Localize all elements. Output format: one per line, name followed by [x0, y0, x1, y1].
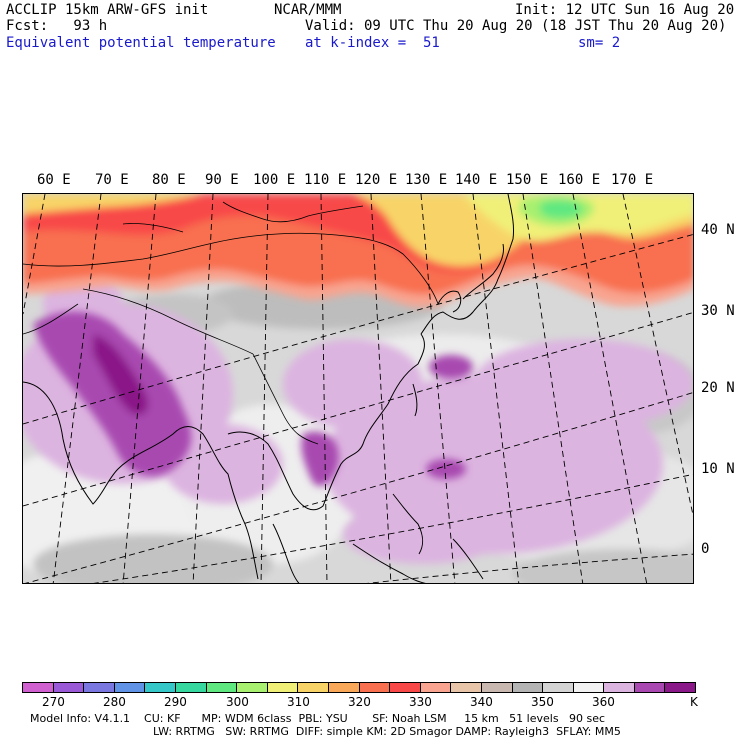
colorbar-label-270: 270 [42, 695, 65, 709]
theta-e-map [22, 193, 694, 584]
smoothing: sm= 2 [578, 35, 621, 51]
colorbar-swatch [451, 683, 482, 692]
colorbar-label-330: 330 [409, 695, 432, 709]
lon-label-140e: 140 E [455, 172, 498, 188]
colorbar-swatch [328, 683, 360, 692]
colorbar-label-310: 310 [287, 695, 310, 709]
colorbar-swatch [145, 683, 176, 692]
level-index: at k-index = 51 [305, 35, 440, 51]
lon-label-100e: 100 E [253, 172, 296, 188]
colorbar-swatch [390, 683, 421, 692]
colorbar-swatch [420, 683, 452, 692]
colorbar-unit: K [690, 695, 698, 709]
colorbar-label-350: 350 [531, 695, 554, 709]
lat-label-30n: 30 N [701, 303, 735, 319]
lon-label-60e: 60 E [37, 172, 71, 188]
model-info-line2: LW: RRTMG SW: RRTMG DIFF: simple KM: 2D … [153, 725, 621, 738]
borders [23, 201, 439, 445]
lat-label-40n: 40 N [701, 222, 735, 238]
colorbar-label-280: 280 [103, 695, 126, 709]
valid-time: Valid: 09 UTC Thu 20 Aug 20 (18 JST Thu … [305, 18, 727, 34]
lon-label-130e: 130 E [405, 172, 448, 188]
forecast-hour: Fcst: 93 h [6, 18, 108, 34]
colorbar-label-290: 290 [164, 695, 187, 709]
lon-label-120e: 120 E [355, 172, 398, 188]
model-info-line1: Model Info: V4.1.1 CU: KF MP: WDM 6class… [30, 712, 606, 725]
lon-label-170e: 170 E [611, 172, 654, 188]
colorbar-label-340: 340 [470, 695, 493, 709]
lon-label-70e: 70 E [95, 172, 129, 188]
colorbar-swatch [84, 683, 115, 692]
colorbar-swatch [634, 683, 666, 692]
colorbar-swatch [359, 683, 391, 692]
colorbar-swatch [665, 683, 696, 692]
colorbar-swatch [604, 683, 635, 692]
colorbar-swatch [298, 683, 329, 692]
lat-label-0: 0 [701, 541, 710, 557]
lat-label-20n: 20 N [701, 380, 735, 396]
lon-label-110e: 110 E [304, 172, 347, 188]
colorbar-swatch [23, 683, 54, 692]
colorbar-swatch [206, 683, 238, 692]
colorbar-swatch [175, 683, 207, 692]
center-label: NCAR/MMM [274, 2, 342, 18]
color-bar [22, 682, 696, 693]
colorbar-label-320: 320 [348, 695, 371, 709]
graticule [23, 194, 693, 583]
lon-label-90e: 90 E [205, 172, 239, 188]
lon-label-150e: 150 E [506, 172, 549, 188]
colorbar-swatch [53, 683, 85, 692]
colorbar-swatch [512, 683, 544, 692]
colorbar-swatch [481, 683, 513, 692]
model-title: ACCLIP 15km ARW-GFS init [6, 2, 209, 18]
init-time: Init: 12 UTC Sun 16 Aug 20 [515, 2, 735, 18]
colorbar-label-300: 300 [226, 695, 249, 709]
lon-label-160e: 160 E [558, 172, 601, 188]
colorbar-swatch [573, 683, 605, 692]
colorbar-swatch [237, 683, 268, 692]
warm-band [23, 194, 693, 308]
colorbar-swatch [114, 683, 146, 692]
lon-label-80e: 80 E [152, 172, 186, 188]
colorbar-label-360: 360 [592, 695, 615, 709]
lat-label-10n: 10 N [701, 461, 735, 477]
field-name: Equivalent potential temperature [6, 35, 276, 51]
colorbar-swatch [543, 683, 574, 692]
colorbar-swatch [267, 683, 299, 692]
coastlines [23, 194, 514, 583]
